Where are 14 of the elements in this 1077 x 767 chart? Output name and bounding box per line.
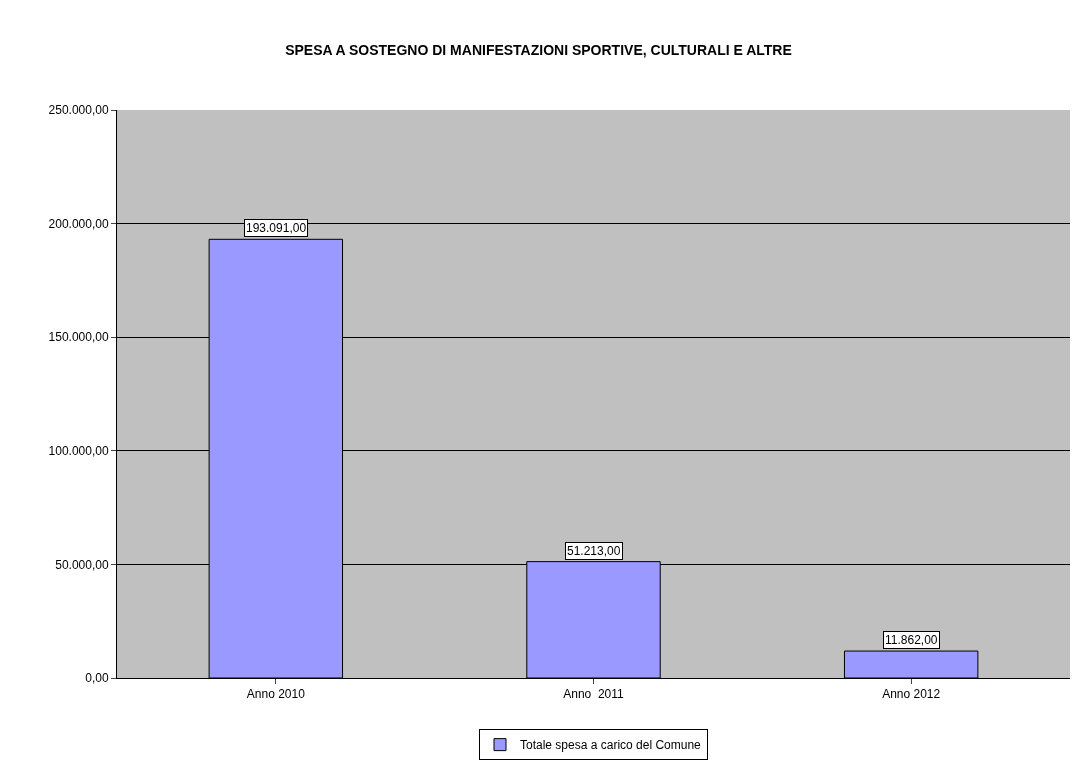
x-tick-label: Anno 2011: [563, 687, 625, 702]
x-tick-label: Anno 2012: [882, 687, 941, 702]
y-tick-label: 150.000,00: [48, 330, 109, 345]
text: 193.091,00: [246, 221, 307, 235]
x-tick-label: Anno 2010: [246, 687, 306, 702]
y-tick-label: 0,00: [85, 671, 109, 686]
y-tick-label: 50.000,00: [55, 557, 109, 572]
text: 11.862,00: [885, 633, 938, 647]
y-tick-label: 200.000,00: [48, 216, 109, 231]
chart-title: SPESA A SOSTEGNO DI MANIFESTAZIONI SPORTIVE, CULTURALI E ALTRE: [285, 41, 792, 58]
y-tick-label: 100.000,00: [48, 444, 109, 458]
y-tick-label: 250.000,00: [48, 103, 109, 118]
legend-label: Totale spesa a carico del Comune: [520, 738, 702, 753]
text: 51.213,00: [567, 544, 621, 558]
